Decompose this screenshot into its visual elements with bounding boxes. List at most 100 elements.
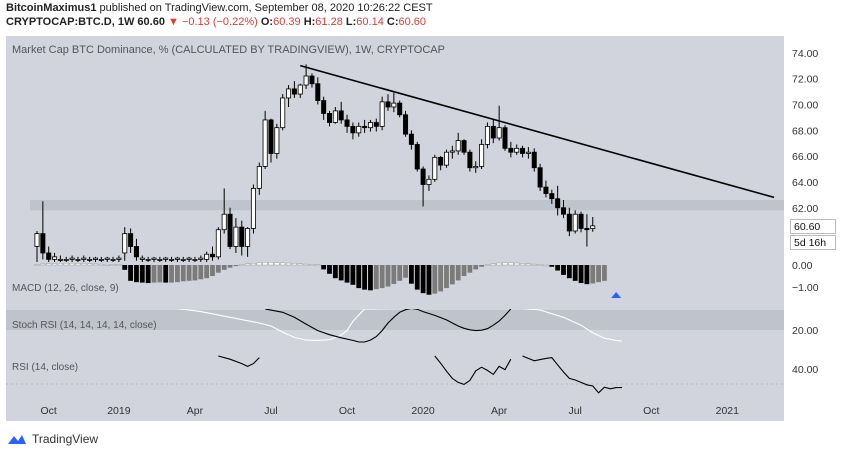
candle (157, 259, 163, 261)
candle (531, 151, 537, 169)
candle (549, 193, 555, 200)
macd-bar (186, 265, 192, 281)
author-name[interactable]: BitcoinMaximus1 (6, 2, 97, 14)
macd-bar (57, 262, 64, 266)
macd-bar (409, 265, 414, 284)
macd-bar (368, 265, 373, 291)
macd-bar (303, 263, 309, 266)
macd-bar (285, 262, 292, 266)
trendline[interactable] (300, 64, 775, 199)
y-tick-label: 64.00 (792, 177, 818, 189)
candle (186, 257, 192, 260)
macd-bar (432, 265, 438, 294)
macd-bar (40, 263, 46, 266)
candle (198, 257, 204, 260)
chart-panel (6, 36, 784, 421)
symbol-name[interactable]: CRYPTOCAP:BTC.D, 1W (6, 16, 135, 28)
macd-bar (51, 263, 58, 266)
macd-bar (555, 265, 561, 271)
candle (93, 257, 99, 260)
macd-bar (244, 263, 251, 266)
macd-bar (584, 265, 590, 285)
candle (338, 110, 344, 121)
macd-bar (315, 264, 321, 267)
macd-bar (169, 265, 174, 283)
macd-bar (210, 265, 215, 276)
candle (63, 259, 69, 261)
macd-bar (362, 265, 367, 290)
macd-bar (110, 264, 116, 266)
macd-bar (34, 264, 40, 266)
tradingview-footer[interactable]: TradingView (6, 432, 98, 446)
macd-bar (175, 265, 180, 283)
candle (496, 127, 502, 139)
candle (578, 213, 584, 229)
macd-bar (537, 264, 543, 266)
macd-tick-label: 0.00 (792, 260, 813, 272)
candle (490, 125, 496, 139)
candle (449, 150, 455, 153)
stoch-oversold-band (6, 310, 784, 330)
candle (479, 144, 485, 167)
x-tick-label: Apr (187, 405, 204, 417)
macd-bar (391, 265, 397, 284)
x-tick-label: 2021 (716, 405, 740, 417)
macd-bar (256, 262, 262, 266)
candle (116, 257, 122, 260)
macd-bar (321, 265, 327, 270)
macd-bar (379, 265, 385, 289)
candle (408, 133, 414, 145)
candle (391, 102, 397, 108)
price-axis: 74.00 72.00 70.00 68.00 66.00 64.00 62.00 (792, 48, 818, 215)
macd-bar (350, 265, 356, 285)
candle (239, 226, 245, 247)
candle (420, 168, 426, 185)
macd-bar (397, 265, 403, 281)
macd-bar (508, 262, 514, 266)
macd-bar (461, 265, 467, 276)
candle (572, 213, 578, 232)
macd-bar (455, 265, 461, 281)
candle (543, 186, 549, 194)
candle (555, 198, 561, 209)
candle (274, 127, 280, 154)
candle (215, 229, 221, 258)
candle (315, 83, 321, 101)
ohlc-open: 60.39 (273, 16, 301, 28)
x-tick-label: 2019 (107, 405, 131, 417)
macd-bar (566, 265, 572, 279)
macd-bar (157, 265, 163, 283)
candle (291, 88, 297, 95)
signal-marker-icon (611, 292, 622, 298)
macd-pane: 0.00 −1.00 (34, 260, 819, 298)
macd-bar (134, 265, 139, 283)
macd-bar (403, 265, 408, 278)
candle (326, 113, 332, 123)
y-tick-label: 66.00 (792, 151, 818, 163)
macd-bar (98, 263, 104, 266)
countdown-tag: 5d 16h (790, 235, 836, 250)
macd-bar (332, 265, 338, 279)
candle (473, 166, 479, 169)
candle (455, 140, 461, 152)
candle (34, 233, 40, 247)
macd-bar (92, 263, 99, 266)
macd-bar (262, 262, 268, 266)
candle (303, 75, 309, 86)
macd-bar (438, 265, 444, 292)
ohlc-open-label: O: (260, 16, 274, 28)
macd-bar (139, 265, 145, 283)
candle (133, 246, 139, 258)
candle (344, 119, 350, 127)
ohlc-high: 61.28 (315, 16, 343, 28)
candle (104, 257, 110, 260)
macd-bar (385, 265, 391, 287)
macd-bar (198, 265, 204, 280)
y-tick-label: 70.00 (792, 99, 818, 111)
macd-bar (338, 265, 344, 281)
macd-bar (145, 265, 151, 284)
macd-bar (525, 263, 532, 266)
rsi-tick-label: 40.00 (792, 364, 818, 376)
candle (537, 167, 543, 188)
